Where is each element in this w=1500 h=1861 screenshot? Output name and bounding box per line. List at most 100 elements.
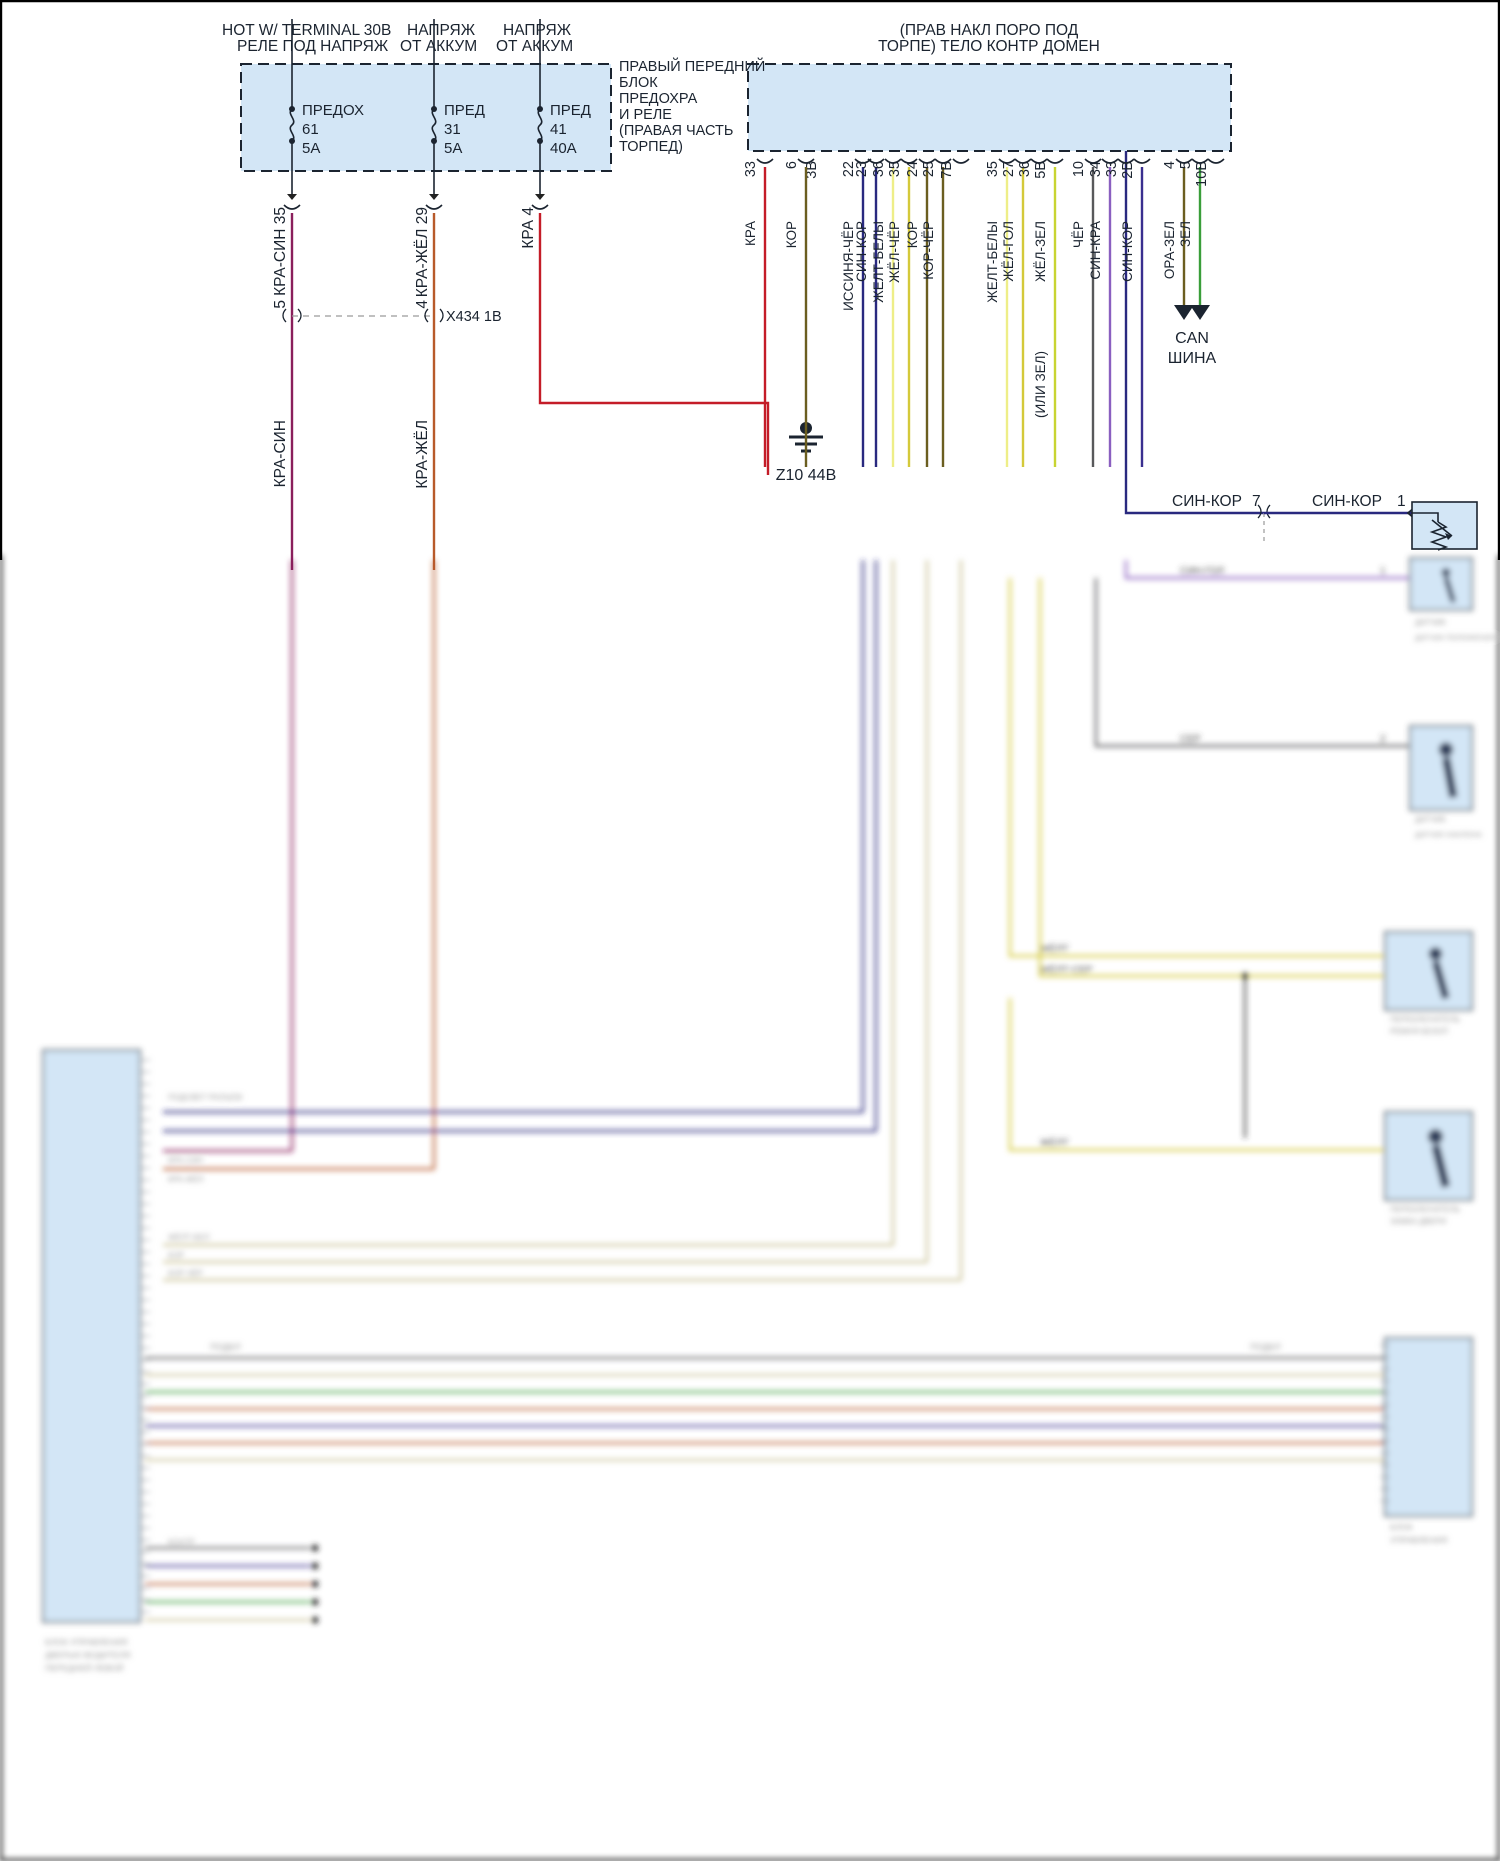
svg-text:ПОДКЛ: ПОДКЛ	[210, 1342, 241, 1352]
svg-text:1: 1	[1380, 566, 1386, 577]
svg-text:ЖЁЛ-ЧЁР: ЖЁЛ-ЧЁР	[887, 221, 902, 283]
svg-text:ЗЕЛ: ЗЕЛ	[1178, 221, 1193, 247]
svg-text:61: 61	[302, 121, 319, 138]
svg-text:ЖЁЛ-ЗЕЛ: ЖЁЛ-ЗЕЛ	[1033, 221, 1048, 282]
svg-text:34: 34	[1088, 161, 1104, 177]
svg-text:КОР: КОР	[168, 1251, 184, 1260]
svg-text:СИН-КОР: СИН-КОР	[854, 221, 869, 282]
svg-text:33: 33	[743, 161, 759, 177]
svg-text:КРА-ЖЁЛ: КРА-ЖЁЛ	[414, 420, 431, 489]
svg-text:X434 1В: X434 1В	[446, 309, 502, 325]
svg-text:КОНТР: КОНТР	[168, 1538, 195, 1547]
svg-text:КОР: КОР	[784, 221, 799, 248]
svg-text:ПРЕДОХ: ПРЕДОХ	[302, 102, 364, 119]
svg-text:КРА-ЖЁЛ 29: КРА-ЖЁЛ 29	[414, 207, 431, 297]
svg-text:41: 41	[550, 121, 567, 138]
svg-text:36: 36	[871, 161, 887, 177]
svg-text:5: 5	[1178, 161, 1194, 169]
svg-text:35: 35	[985, 161, 1001, 177]
svg-text:4: 4	[414, 300, 431, 309]
svg-text:5А: 5А	[444, 140, 462, 157]
svg-text:ПЕРЕКЛЮЧАТЕЛЬ: ПЕРЕКЛЮЧАТЕЛЬ	[1390, 1205, 1460, 1214]
svg-text:ОТ АККУМ: ОТ АККУМ	[400, 38, 477, 55]
svg-text:РЕЛЕ ПОД НАПРЯЖ: РЕЛЕ ПОД НАПРЯЖ	[237, 38, 389, 55]
svg-text:6: 6	[784, 161, 800, 169]
svg-text:ПРАВЫЙ ПЕРЕДНИЙ: ПРАВЫЙ ПЕРЕДНИЙ	[619, 57, 765, 75]
svg-text:27: 27	[1001, 161, 1017, 177]
svg-text:БЛОК: БЛОК	[1390, 1522, 1413, 1532]
svg-text:ЧЁР: ЧЁР	[1071, 221, 1086, 248]
svg-text:ЖЁЛТ-БЕЛ: ЖЁЛТ-БЕЛ	[168, 1233, 209, 1242]
svg-text:СИН-КРА: СИН-КРА	[1088, 221, 1103, 280]
svg-text:2В: 2В	[1120, 161, 1136, 179]
svg-text:ТОРПЕ) ТЕЛО КОНТР ДОМЕН: ТОРПЕ) ТЕЛО КОНТР ДОМЕН	[878, 38, 1100, 55]
svg-text:1: 1	[1397, 493, 1406, 510]
svg-text:23: 23	[854, 161, 870, 177]
svg-text:40А: 40А	[550, 140, 577, 157]
svg-text:ДАТЧИК: ДАТЧИК	[1415, 815, 1446, 824]
svg-text:БЛОК УПРАВЛЕНИЯ: БЛОК УПРАВЛЕНИЯ	[45, 1637, 128, 1647]
svg-text:СИН-ГОЛ: СИН-ГОЛ	[1180, 566, 1224, 577]
svg-text:И РЕЛЕ: И РЕЛЕ	[619, 107, 672, 123]
svg-text:ШИНА: ШИНА	[1168, 350, 1217, 367]
svg-text:ПОДКЛ: ПОДКЛ	[1250, 1342, 1281, 1352]
svg-text:(ПРАВ НАКЛ ПОРО ПОД: (ПРАВ НАКЛ ПОРО ПОД	[900, 22, 1079, 39]
svg-text:КОР: КОР	[905, 221, 920, 248]
svg-text:ЖЁЛТ: ЖЁЛТ	[1040, 943, 1069, 955]
svg-text:(ПРАВАЯ ЧАСТЬ: (ПРАВАЯ ЧАСТЬ	[619, 123, 733, 139]
svg-text:ТОРПЕД): ТОРПЕД)	[619, 139, 683, 155]
svg-text:ПРЕД: ПРЕД	[444, 102, 485, 119]
svg-text:ЖЕЛТ-БЕЛЫ: ЖЕЛТ-БЕЛЫ	[871, 221, 886, 303]
svg-text:10В: 10В	[1194, 161, 1210, 187]
svg-text:СИН-КОР: СИН-КОР	[1172, 493, 1242, 510]
svg-text:СИН-КОР: СИН-КОР	[1120, 221, 1135, 282]
svg-text:КРА 4: КРА 4	[520, 207, 537, 249]
svg-text:ДВЕРЬЮ ВОДИТЕЛЯ: ДВЕРЬЮ ВОДИТЕЛЯ	[45, 1650, 131, 1660]
svg-text:25: 25	[921, 161, 937, 177]
svg-text:Z10 44В: Z10 44В	[776, 467, 836, 484]
svg-text:КРА-СИН: КРА-СИН	[272, 420, 289, 487]
svg-text:РЕМНЯ БЕЗОП: РЕМНЯ БЕЗОП	[1390, 1027, 1448, 1036]
svg-text:КРА-ЖЁЛ: КРА-ЖЁЛ	[168, 1175, 203, 1184]
svg-text:КРА-СИН 35: КРА-СИН 35	[272, 207, 289, 296]
svg-text:33: 33	[1104, 161, 1120, 177]
svg-text:ОРА-ЗЕЛ: ОРА-ЗЕЛ	[1162, 221, 1177, 279]
svg-text:5В: 5В	[1033, 161, 1049, 179]
svg-text:ДАТЧИК: ДАТЧИК	[1415, 618, 1446, 627]
svg-text:УПРАВЛЕНИЯ: УПРАВЛЕНИЯ	[1390, 1535, 1448, 1545]
svg-text:36: 36	[1017, 161, 1033, 177]
svg-text:35: 35	[887, 161, 903, 177]
svg-text:ДАТЧИК ПОЛОЖЕНИЯ: ДАТЧИК ПОЛОЖЕНИЯ	[1415, 633, 1496, 642]
svg-text:4: 4	[1162, 161, 1178, 169]
svg-text:ДАТЧИК НАКЛОНА: ДАТЧИК НАКЛОНА	[1415, 830, 1482, 839]
svg-text:СИН-КОР: СИН-КОР	[1312, 493, 1382, 510]
svg-text:10: 10	[1071, 161, 1087, 177]
svg-text:HOT W/ TERMINAL 30B: HOT W/ TERMINAL 30B	[222, 22, 391, 39]
svg-text:КОР-ЧЁР: КОР-ЧЁР	[168, 1269, 203, 1278]
svg-text:КОР-ЧЁР: КОР-ЧЁР	[921, 221, 936, 280]
svg-text:КРА: КРА	[743, 221, 758, 246]
svg-text:ПЕРЕДНЕЙ ЛЕВОЙ: ПЕРЕДНЕЙ ЛЕВОЙ	[45, 1662, 124, 1673]
svg-text:ЗАМКА ДВЕРИ: ЗАМКА ДВЕРИ	[1390, 1217, 1446, 1226]
svg-text:2: 2	[1380, 734, 1386, 745]
svg-text:КРА-СИН: КРА-СИН	[168, 1156, 203, 1165]
svg-text:БЛОК: БЛОК	[619, 75, 658, 91]
svg-text:ЖЁЛТ-СЕР: ЖЁЛТ-СЕР	[1040, 964, 1093, 976]
svg-text:24: 24	[905, 161, 921, 177]
svg-text:5А: 5А	[302, 140, 320, 157]
svg-text:ПРЕД: ПРЕД	[550, 102, 591, 119]
svg-text:31: 31	[444, 121, 461, 138]
svg-text:ЖЁЛТ: ЖЁЛТ	[1040, 1137, 1069, 1149]
svg-text:(ИЛИ ЗЕЛ): (ИЛИ ЗЕЛ)	[1033, 351, 1048, 418]
svg-text:ПЕРЕКЛЮЧАТЕЛЬ: ПЕРЕКЛЮЧАТЕЛЬ	[1390, 1015, 1460, 1024]
svg-text:СЕР: СЕР	[1180, 734, 1201, 745]
svg-text:5: 5	[272, 300, 289, 309]
svg-text:ПОДСВЕТ РАЗЪЕМ: ПОДСВЕТ РАЗЪЕМ	[168, 1093, 242, 1102]
svg-text:ПРЕДОХРА: ПРЕДОХРА	[619, 91, 698, 107]
svg-text:НАПРЯЖ: НАПРЯЖ	[503, 22, 572, 39]
svg-text:ЖЁЛ-ГОЛ: ЖЁЛ-ГОЛ	[1001, 221, 1016, 282]
svg-text:ОТ АККУМ: ОТ АККУМ	[496, 38, 573, 55]
svg-text:НАПРЯЖ: НАПРЯЖ	[407, 22, 476, 39]
svg-text:CAN: CAN	[1175, 330, 1209, 347]
svg-text:7В: 7В	[939, 161, 955, 179]
